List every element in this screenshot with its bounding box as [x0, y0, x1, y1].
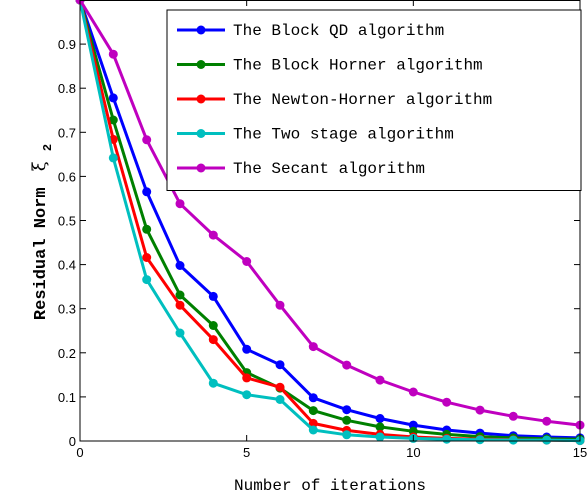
series-2-point-2: [142, 253, 152, 262]
x-tick-label-0: 0: [76, 445, 83, 460]
y-tick-label-9: 0.9: [58, 37, 76, 52]
series-4-point-5: [242, 257, 252, 266]
y-tick-label-5: 0.5: [58, 214, 76, 229]
series-4-point-14: [542, 416, 552, 426]
series-4-point-2: [142, 135, 152, 145]
series-0-point-8: [342, 405, 352, 415]
series-3-point-8: [342, 430, 352, 440]
series-0-point-10: [408, 420, 418, 430]
legend-marker-4: [196, 163, 206, 173]
y-tick-label-7: 0.7: [58, 125, 76, 140]
series-4-point-8: [342, 360, 352, 370]
series-4-point-13: [508, 411, 518, 421]
y-tick-label-6: 0.6: [58, 169, 76, 184]
y-axis-label-text: Residual Norm: [32, 187, 51, 320]
legend-marker-3: [196, 129, 206, 138]
y-axis-label-subscript: 2: [41, 144, 55, 151]
legend-marker-1: [196, 60, 206, 69]
y-tick-label-3: 0.3: [58, 302, 76, 317]
x-tick-label-3: 15: [573, 445, 587, 460]
series-0-point-5: [242, 344, 252, 354]
series-1-point-8: [342, 415, 352, 425]
series-1-point-1: [108, 115, 118, 125]
legend-marker-0: [196, 25, 206, 35]
series-line-1: [78, 0, 581, 441]
series-1-point-2: [142, 224, 152, 234]
series-3-point-13: [508, 435, 518, 445]
series-3-point-5: [242, 390, 252, 400]
series-2-point-5: [242, 373, 252, 383]
series-0-point-1: [108, 93, 118, 103]
series-4-point-4: [208, 230, 218, 240]
series-0-point-7: [308, 393, 318, 403]
series-line-0: [78, 0, 581, 440]
y-axis-label: Residual Norm ξ 2: [29, 144, 55, 320]
series-0-point-6: [275, 360, 285, 370]
series-3-point-9: [375, 432, 385, 442]
y-tick-label-4: 0.4: [58, 258, 76, 273]
y-axis-label-symbol: ξ: [29, 161, 50, 171]
series-4-point-9: [375, 375, 385, 385]
series-1-point-4: [208, 321, 218, 330]
series-4-point-1: [108, 49, 118, 59]
legend-box: [166, 9, 582, 191]
series-2-point-7: [308, 418, 318, 428]
series-3-point-4: [208, 378, 218, 388]
series-2-point-6: [275, 382, 285, 392]
series-line-4: [78, 0, 581, 427]
x-tick-label-2: 10: [406, 445, 420, 460]
series-2-point-4: [208, 335, 218, 345]
series-1-point-3: [175, 290, 185, 300]
y-tick-label-8: 0.8: [58, 81, 76, 96]
series-3-point-7: [308, 425, 318, 435]
series-4-point-3: [175, 199, 185, 209]
series-0-point-3: [175, 261, 185, 270]
series-1-point-7: [308, 406, 318, 416]
y-tick-label-1: 0.1: [58, 390, 76, 405]
legend-label-0: The Block QD algorithm: [233, 22, 444, 40]
series-2-point-3: [175, 300, 185, 310]
series-line-3: [78, 0, 581, 443]
series-3-point-12: [475, 435, 485, 445]
series-3-point-2: [142, 275, 152, 285]
series-4-point-11: [442, 397, 452, 407]
series-0-point-9: [375, 414, 385, 423]
plot-area: [75, 0, 585, 446]
series-4-point-7: [308, 342, 318, 352]
y-axis-label-group: Residual Norm ξ 2: [29, 144, 55, 320]
series-4-point-6: [275, 300, 285, 310]
x-tick-label-1: 5: [243, 445, 250, 460]
series-3-point-6: [275, 395, 285, 404]
series-3-point-3: [175, 328, 185, 338]
y-tick-label-0: 0: [69, 434, 76, 449]
legend-label-4: The Secant algorithm: [233, 160, 425, 178]
legend-label-2: The Newton-Horner algorithm: [233, 91, 492, 109]
series-0-point-2: [142, 187, 152, 197]
series-1-point-9: [375, 422, 385, 432]
series-0-point-4: [208, 291, 218, 301]
series-3-point-14: [542, 435, 552, 445]
x-axis-label: Number of iterations: [234, 477, 426, 494]
series-4-point-12: [475, 405, 485, 415]
series-3-point-1: [108, 153, 118, 163]
series-3-point-11: [442, 434, 452, 444]
series-4-point-10: [408, 387, 418, 397]
legend-label-3: The Two stage algorithm: [233, 126, 454, 144]
legend-label-1: The Block Horner algorithm: [233, 57, 483, 75]
y-tick-label-2: 0.2: [58, 346, 76, 361]
legend-marker-2: [196, 94, 206, 104]
legend: The Block QD algorithm The Block Horner a…: [166, 9, 582, 191]
